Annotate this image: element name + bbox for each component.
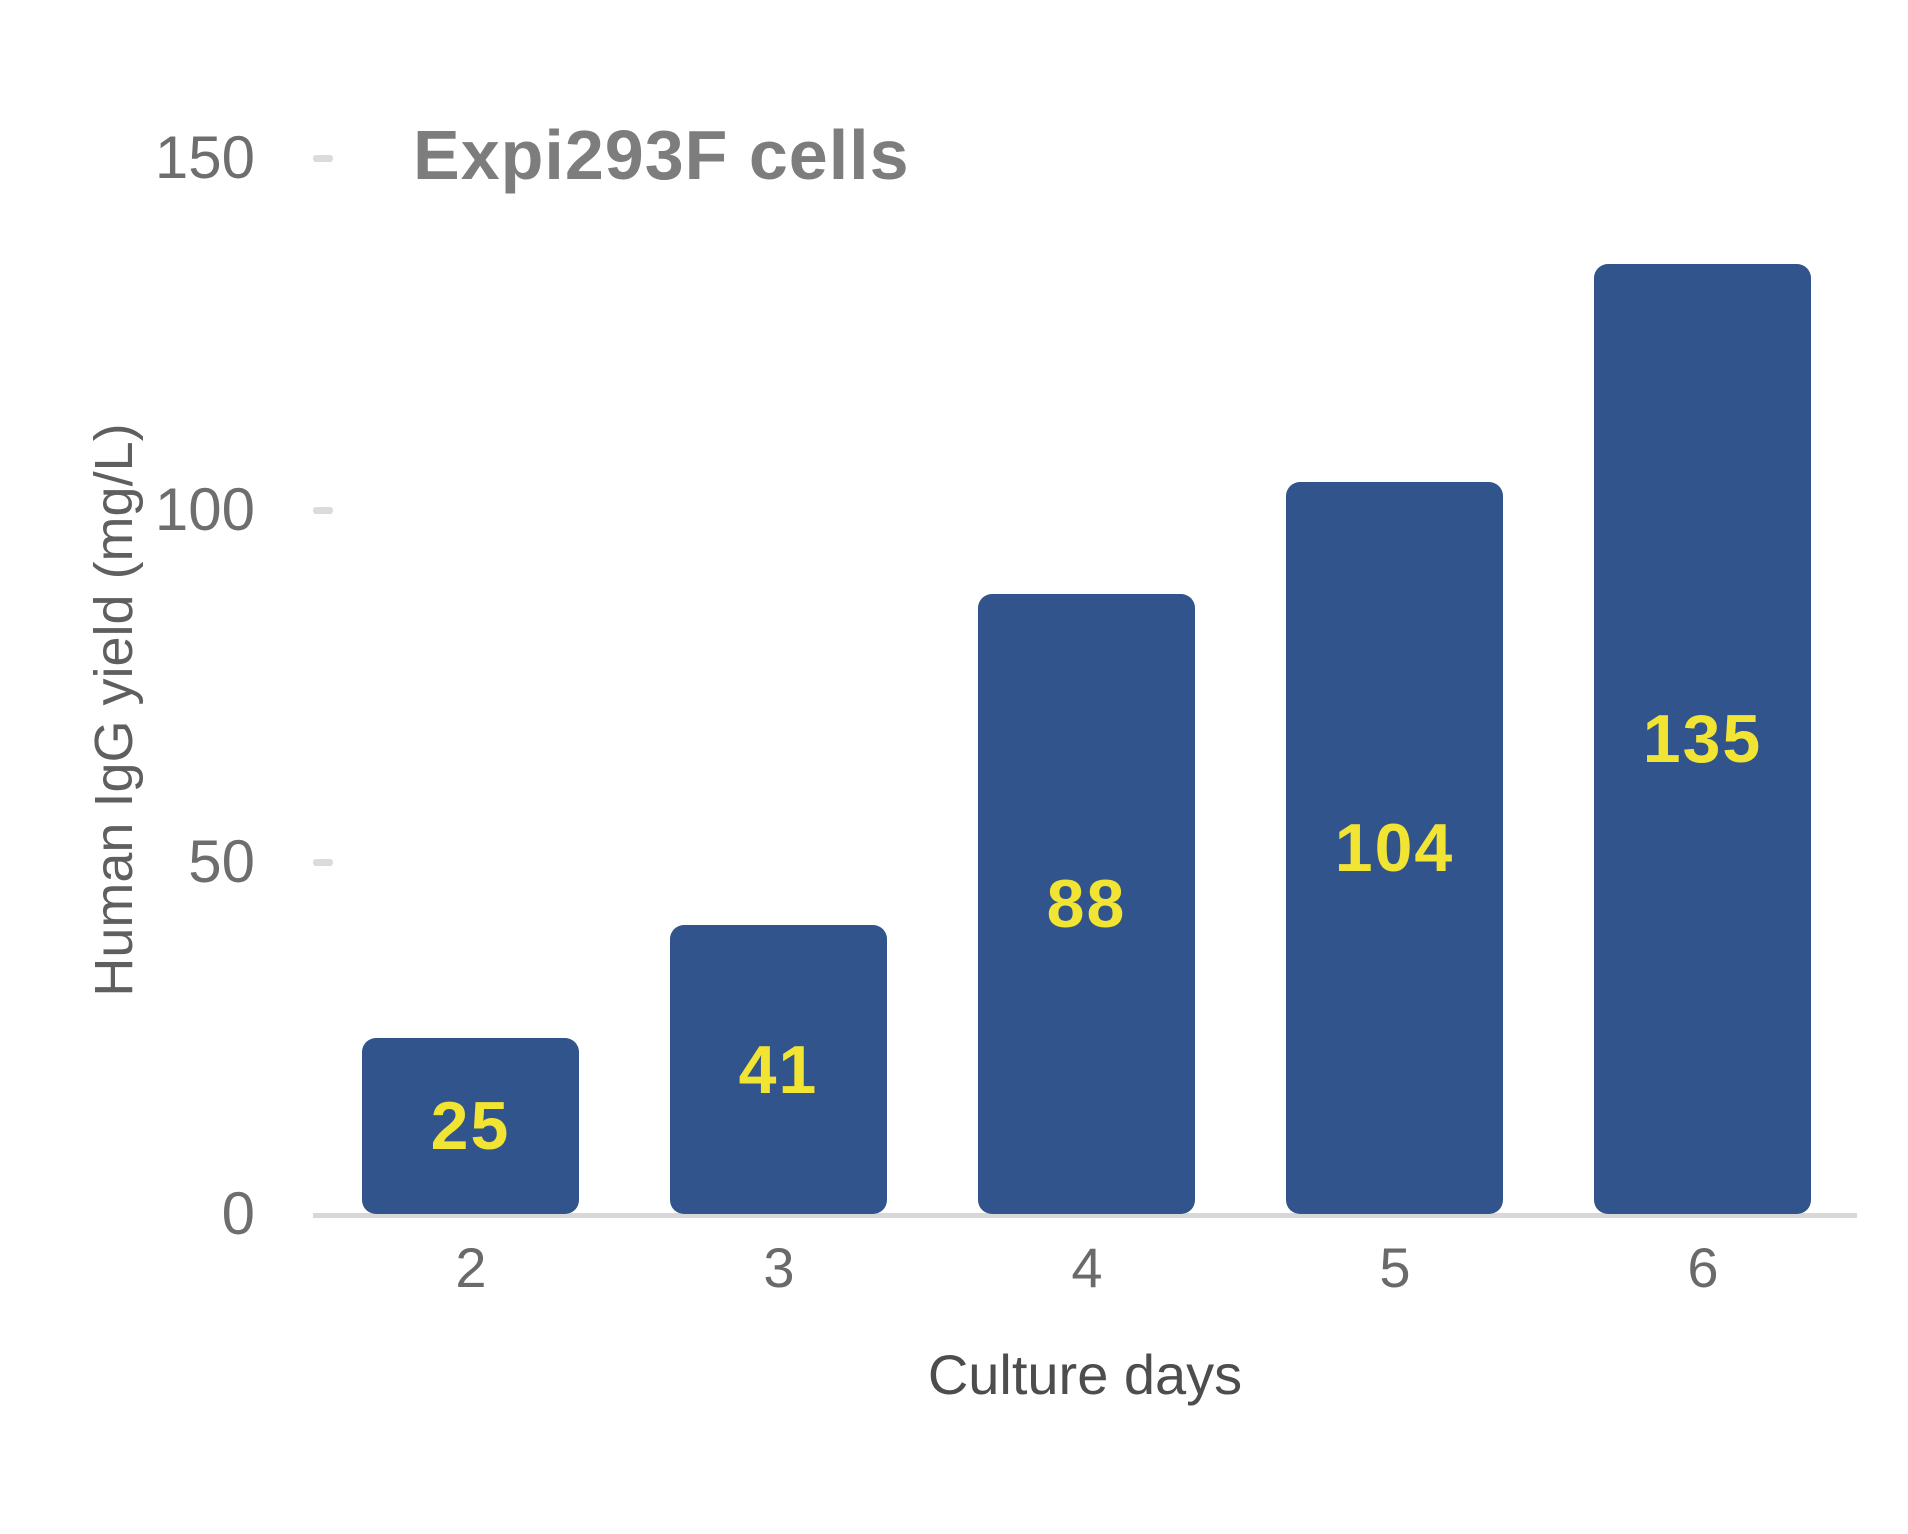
x-tick-label: 3: [763, 1236, 795, 1299]
bar: 104: [1286, 482, 1503, 1214]
chart-title: Expi293F cells: [413, 116, 910, 194]
bar: 41: [670, 925, 887, 1214]
y-tick-label: 50: [188, 828, 255, 895]
bar: 88: [978, 594, 1195, 1214]
x-tick-label: 4: [1071, 1236, 1103, 1299]
x-tick-label: 2: [455, 1236, 487, 1299]
bar-value-label: 41: [738, 1031, 819, 1108]
bar-value-label: 88: [1046, 866, 1127, 942]
x-tick-label: 6: [1687, 1236, 1719, 1299]
y-tick-mark: [313, 507, 333, 514]
bar-value-label: 104: [1334, 810, 1455, 886]
y-tick-mark: [313, 859, 333, 866]
y-tick-label: 150: [154, 124, 255, 191]
bar-value-label: 135: [1642, 701, 1763, 777]
y-axis-title: Human IgG yield (mg/L): [84, 423, 144, 997]
x-tick-label: 5: [1379, 1236, 1411, 1299]
bar: 25: [362, 1038, 579, 1214]
y-tick-label: 100: [154, 476, 255, 543]
bar: 135: [1594, 264, 1811, 1214]
y-tick-label: 0: [221, 1180, 255, 1247]
x-axis-title: Culture days: [927, 1343, 1243, 1406]
y-tick-mark: [313, 155, 333, 162]
bar-value-label: 25: [430, 1088, 511, 1164]
x-axis-line: [313, 1213, 1857, 1218]
